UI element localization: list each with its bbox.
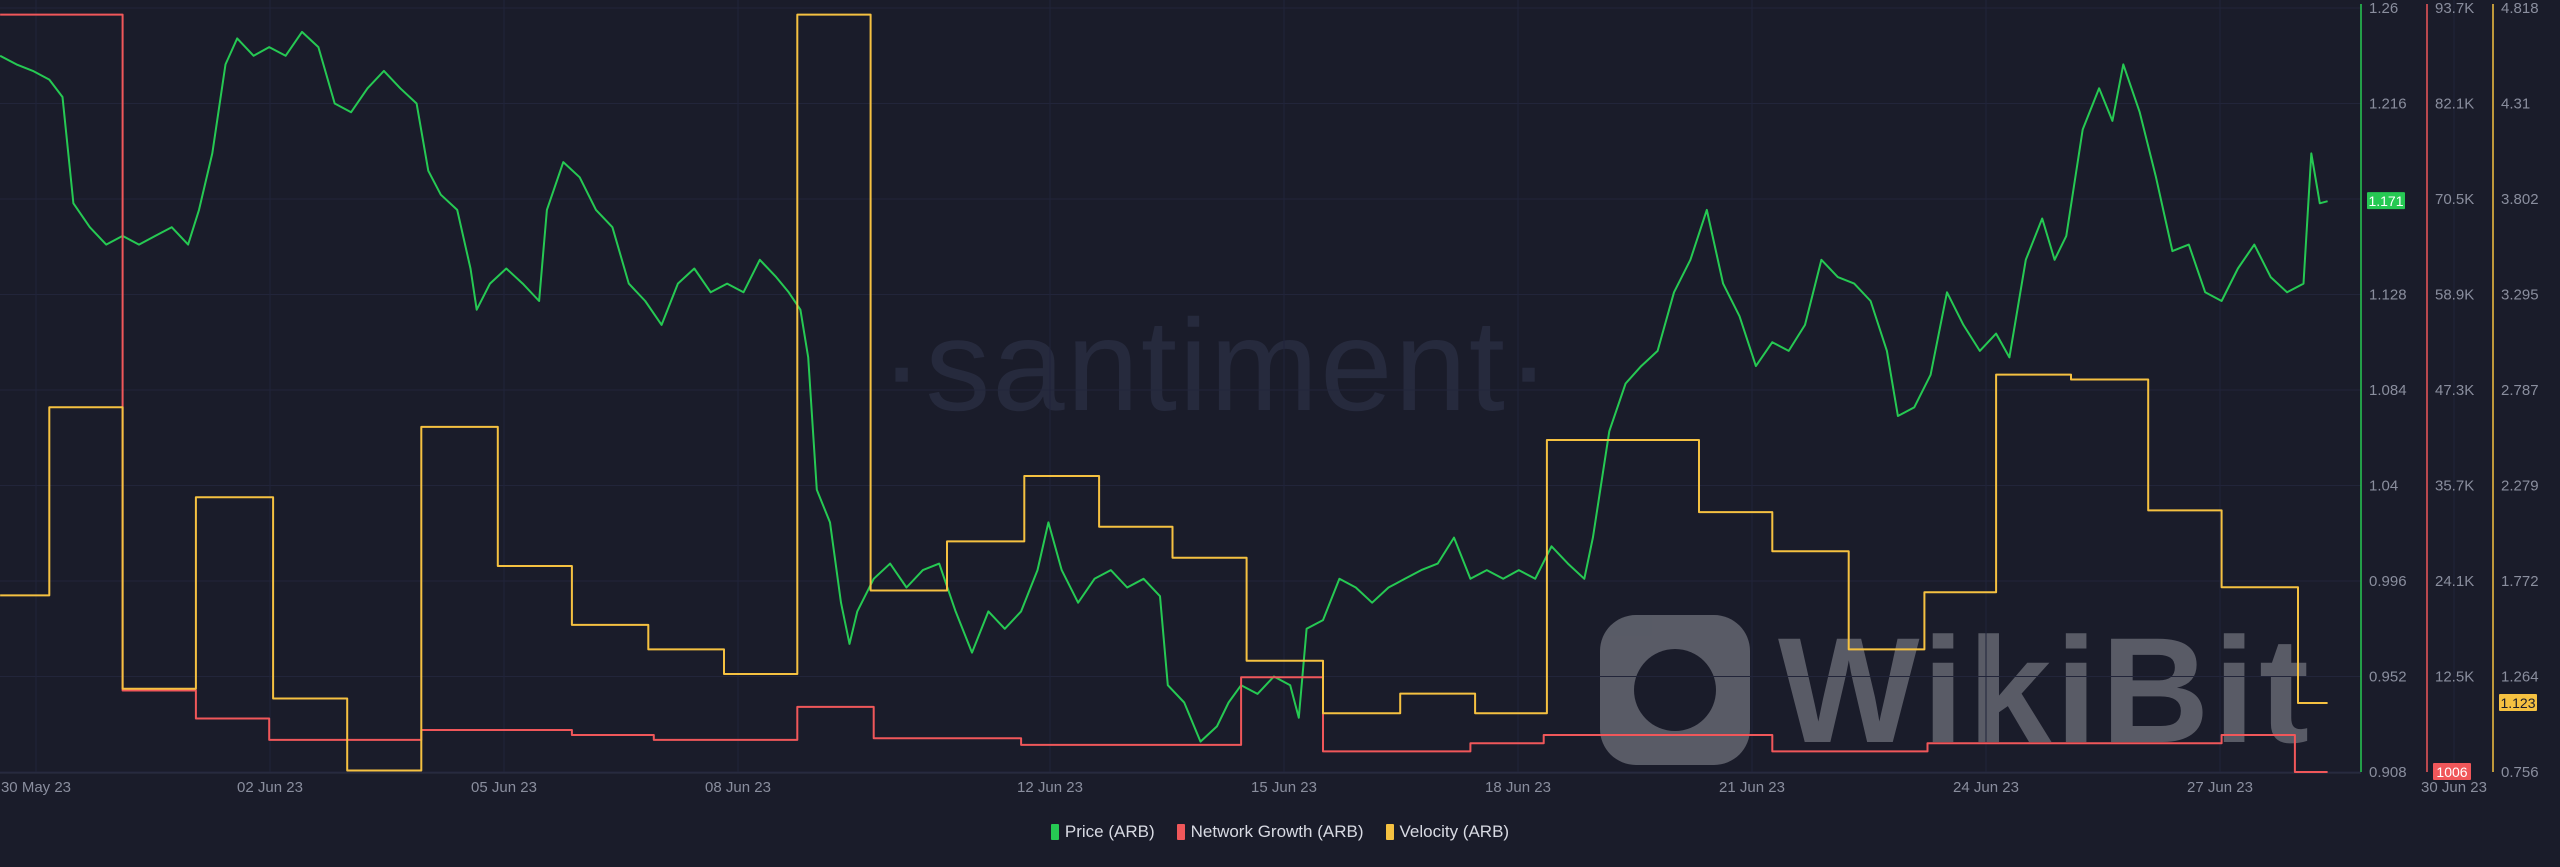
last-value-label-velocity: 1.123 xyxy=(2500,695,2535,711)
x-tick-label: 12 Jun 23 xyxy=(1017,779,1083,796)
x-tick-label: 15 Jun 23 xyxy=(1251,779,1317,796)
legend-label: Price (ARB) xyxy=(1064,822,1155,841)
x-tick-label: 21 Jun 23 xyxy=(1719,779,1785,796)
x-tick-label: 18 Jun 23 xyxy=(1485,779,1551,796)
y-tick-label-network: 93.7K xyxy=(2435,0,2474,17)
series-network-line xyxy=(0,13,2328,773)
legend: Price (ARB) Network Growth (ARB) Velocit… xyxy=(0,822,2560,842)
y-tick-label-velocity: 1.264 xyxy=(2501,669,2539,686)
y-tick-label-price: 1.216 xyxy=(2369,96,2407,113)
y-tick-label-price: 1.084 xyxy=(2369,382,2407,399)
y-tick-label-network: 82.1K xyxy=(2435,96,2474,113)
y-tick-label-velocity: 4.818 xyxy=(2501,0,2539,17)
last-value-label-price: 1.171 xyxy=(2368,193,2403,209)
legend-swatch-network-growth xyxy=(1176,824,1185,840)
last-value-label-network: 1006 xyxy=(2436,764,2467,780)
y-tick-label-velocity: 4.31 xyxy=(2501,96,2530,113)
y-tick-label-network: 58.9K xyxy=(2435,287,2474,304)
x-tick-label: 30 Jun 23 xyxy=(2421,779,2487,796)
x-tick-label: 27 Jun 23 xyxy=(2187,779,2253,796)
y-tick-label-velocity: 1.772 xyxy=(2501,573,2539,590)
y-tick-label-price: 0.908 xyxy=(2369,764,2407,781)
last-value-badge-velocity xyxy=(2499,693,2537,711)
x-tick-label: 30 May 23 xyxy=(1,779,71,796)
x-tick-label: 02 Jun 23 xyxy=(237,779,303,796)
y-tick-label-network: 35.7K xyxy=(2435,478,2474,495)
y-tick-label-velocity: 2.279 xyxy=(2501,478,2539,495)
y-tick-label-price: 0.952 xyxy=(2369,669,2407,686)
y-tick-label-velocity: 2.787 xyxy=(2501,382,2539,399)
y-tick-label-price: 1.26 xyxy=(2369,0,2398,17)
last-value-badge-price xyxy=(2367,192,2405,210)
legend-item-price[interactable]: Price (ARB) xyxy=(1050,822,1155,842)
y-tick-label-price: 1.04 xyxy=(2369,478,2398,495)
y-tick-label-velocity: 3.802 xyxy=(2501,191,2539,208)
y-tick-label-velocity: 3.295 xyxy=(2501,287,2539,304)
y-tick-label-velocity: 0.756 xyxy=(2501,764,2539,781)
y-tick-label-network: 47.3K xyxy=(2435,382,2474,399)
last-value-badge-network xyxy=(2433,763,2471,780)
y-tick-label-network: 70.5K xyxy=(2435,191,2474,208)
legend-item-velocity[interactable]: Velocity (ARB) xyxy=(1385,822,1510,842)
legend-item-network-growth[interactable]: Network Growth (ARB) xyxy=(1176,822,1364,842)
legend-label: Velocity (ARB) xyxy=(1399,822,1510,841)
legend-swatch-velocity xyxy=(1385,824,1394,840)
y-tick-label-price: 0.996 xyxy=(2369,573,2407,590)
wikibit-logo-icon xyxy=(1600,614,1750,765)
y-tick-label-price: 1.128 xyxy=(2369,287,2407,304)
x-tick-label: 24 Jun 23 xyxy=(1953,779,2019,796)
x-tick-label: 08 Jun 23 xyxy=(705,779,771,796)
y-tick-label-network: 12.5K xyxy=(2435,669,2474,686)
santiment-watermark: ·santiment· xyxy=(880,292,1553,438)
series-price-line xyxy=(0,30,2328,743)
y-tick-label-network: 24.1K xyxy=(2435,573,2474,590)
legend-label: Network Growth (ARB) xyxy=(1190,822,1364,841)
x-tick-label: 05 Jun 23 xyxy=(471,779,537,796)
legend-swatch-price xyxy=(1050,824,1059,840)
series-velocity-line xyxy=(0,13,2328,772)
